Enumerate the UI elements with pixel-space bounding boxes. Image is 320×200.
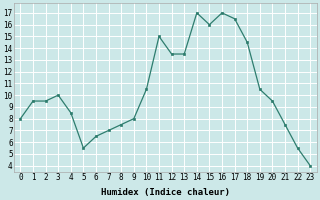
X-axis label: Humidex (Indice chaleur): Humidex (Indice chaleur) [101,188,230,197]
